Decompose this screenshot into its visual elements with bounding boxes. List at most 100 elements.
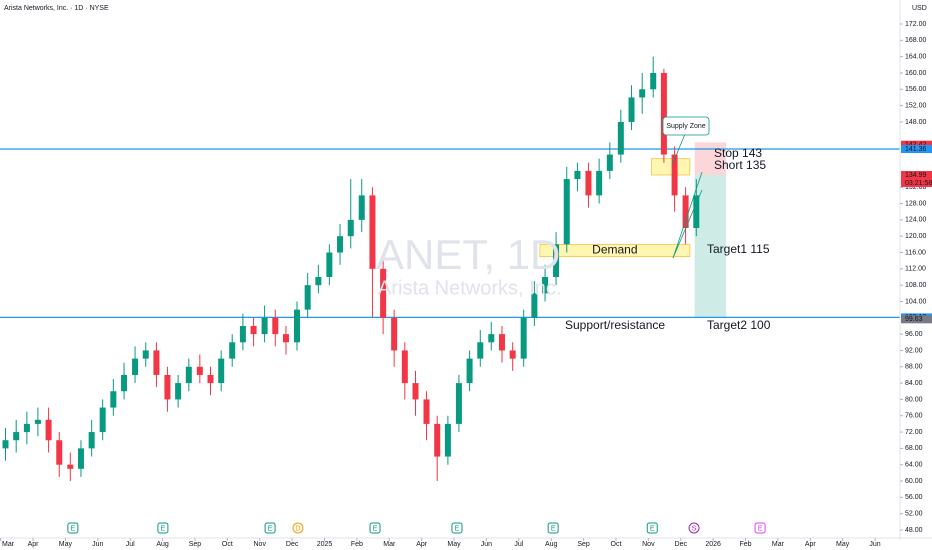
price-label-bg xyxy=(901,140,932,149)
event-marker xyxy=(369,522,381,534)
candle-body xyxy=(164,374,171,400)
event-label: E xyxy=(268,525,273,532)
candle-body xyxy=(693,195,700,229)
event-label: E xyxy=(650,525,655,532)
candle-body xyxy=(606,154,613,171)
candle-body xyxy=(639,89,646,98)
candle-body xyxy=(585,170,592,196)
event-marker xyxy=(157,522,169,534)
x-tick-label: Mar xyxy=(383,541,396,548)
event-label: E xyxy=(373,525,378,532)
candle-body xyxy=(401,350,408,384)
candle-body xyxy=(553,244,560,277)
y-tick-label: 104.00 xyxy=(905,298,927,305)
candle-body xyxy=(304,285,311,310)
candle-body xyxy=(682,195,689,229)
price-label-bg xyxy=(901,315,932,324)
event-marker xyxy=(264,522,276,534)
candle-body xyxy=(466,358,473,384)
price-label-bg xyxy=(901,145,932,154)
candle-body xyxy=(563,179,570,245)
candle-body xyxy=(542,277,549,294)
x-tick-label: Nov xyxy=(642,541,655,548)
candle-body xyxy=(2,440,9,449)
candle-body xyxy=(444,423,451,457)
candle-body xyxy=(315,277,322,286)
candle-body xyxy=(391,317,398,351)
zone xyxy=(539,243,691,257)
candle-body xyxy=(347,219,354,237)
candle-body xyxy=(45,419,52,441)
event-marker xyxy=(451,522,463,534)
x-tick-label: Aug xyxy=(545,541,558,548)
candle-body xyxy=(218,358,225,384)
candle-body xyxy=(77,448,84,469)
candle-body xyxy=(293,309,300,343)
zone xyxy=(651,158,691,176)
y-tick-label: 88.00 xyxy=(905,364,923,371)
event-marker xyxy=(292,522,304,534)
candle-body xyxy=(229,342,236,359)
candle-body xyxy=(272,317,279,335)
candle-body xyxy=(455,383,462,424)
y-tick-label: 48.00 xyxy=(905,527,923,534)
candle-body xyxy=(477,342,484,359)
x-tick-label: 2025 xyxy=(317,541,333,548)
candle-body xyxy=(99,407,106,433)
y-tick-label: 68.00 xyxy=(905,445,923,452)
y-tick-label: 124.00 xyxy=(905,217,927,224)
y-tick-label: 76.00 xyxy=(905,413,923,420)
candle-body xyxy=(369,195,376,269)
y-tick-label: 152.00 xyxy=(905,102,927,109)
y-tick-label: 112.00 xyxy=(905,266,926,273)
event-marker xyxy=(547,522,559,534)
candle-body xyxy=(239,325,246,343)
annotation: Support/resistance xyxy=(565,318,665,332)
event-label: E xyxy=(551,525,556,532)
candle-body xyxy=(110,391,117,408)
drawing xyxy=(672,189,703,259)
x-tick-label: Apr xyxy=(805,541,817,548)
y-tick-label: 156.00 xyxy=(905,86,927,93)
x-tick-label: Feb xyxy=(351,541,363,548)
event-marker xyxy=(688,522,700,534)
x-tick-label: Oct xyxy=(222,541,233,548)
callout-box xyxy=(662,116,710,136)
x-tick-label: May xyxy=(836,541,850,548)
candle-body xyxy=(423,399,430,424)
price-label: 99.63 xyxy=(905,316,923,323)
x-tick-label: Feb xyxy=(739,541,751,548)
event-label: E xyxy=(161,525,166,532)
countdown-bg xyxy=(901,179,932,188)
candle-body xyxy=(23,423,30,433)
x-tick-label: Jun xyxy=(92,541,103,548)
x-tick-label: Nov xyxy=(254,541,267,548)
watermark-sub: Arista Networks, Inc. xyxy=(378,277,561,299)
currency: USD xyxy=(912,5,927,12)
x-tick-label: Jun xyxy=(869,541,880,548)
y-tick-label: 96.00 xyxy=(905,331,923,338)
position-reward xyxy=(694,174,727,318)
candle-body xyxy=(196,366,203,375)
y-tick-label: 128.00 xyxy=(905,200,927,207)
x-tick-label: Sep xyxy=(189,541,202,548)
candle-body xyxy=(498,334,505,351)
candle-body xyxy=(153,350,160,375)
price-label: 141.36 xyxy=(905,146,927,153)
candle-body xyxy=(121,374,128,392)
header: Arista Networks, Inc. · 1D · NYSE xyxy=(4,5,109,12)
candle-body xyxy=(282,334,289,343)
candle-body xyxy=(142,350,149,359)
position-risk xyxy=(694,142,727,175)
candle-body xyxy=(488,334,495,343)
candle-body xyxy=(628,97,635,122)
candle-body xyxy=(380,268,387,318)
countdown: 03:21:58 xyxy=(905,180,932,187)
x-tick-label: Sep xyxy=(577,541,590,548)
annotation: Target2 100 xyxy=(707,318,771,332)
candle-body xyxy=(574,170,581,180)
event-label: E xyxy=(455,525,460,532)
candle-body xyxy=(617,121,624,155)
x-tick-label: May xyxy=(447,541,461,548)
candle-body xyxy=(358,195,365,220)
